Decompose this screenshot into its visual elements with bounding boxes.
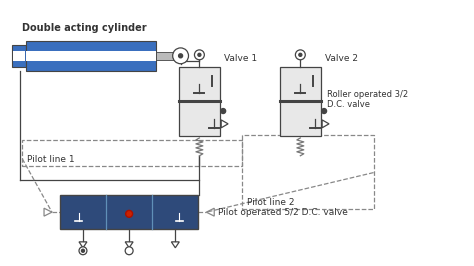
- Circle shape: [194, 50, 204, 60]
- Bar: [280, 67, 321, 101]
- Bar: [179, 101, 220, 136]
- Bar: [26, 51, 156, 61]
- Circle shape: [295, 50, 305, 60]
- Circle shape: [82, 249, 84, 252]
- Circle shape: [299, 53, 302, 56]
- Bar: [60, 195, 199, 229]
- Bar: [26, 41, 156, 71]
- Text: Valve 2: Valve 2: [325, 54, 358, 63]
- Text: Double acting cylinder: Double acting cylinder: [22, 23, 147, 33]
- Bar: [22, 140, 242, 166]
- Circle shape: [173, 48, 189, 64]
- Circle shape: [198, 53, 201, 56]
- Text: Pilot line 1: Pilot line 1: [27, 155, 75, 164]
- Text: Pilot operated 5/2 D.C. valve: Pilot operated 5/2 D.C. valve: [218, 208, 348, 217]
- Circle shape: [125, 247, 133, 255]
- Circle shape: [221, 109, 226, 114]
- Text: Pilot line 2: Pilot line 2: [247, 198, 294, 207]
- Bar: [156, 52, 181, 60]
- Bar: [280, 101, 321, 136]
- Circle shape: [179, 54, 182, 58]
- Bar: [12, 45, 26, 67]
- Text: Roller operated 3/2
D.C. valve: Roller operated 3/2 D.C. valve: [327, 90, 408, 109]
- Text: Valve 1: Valve 1: [224, 54, 257, 63]
- Circle shape: [126, 210, 133, 217]
- Bar: [242, 135, 374, 209]
- Bar: [13, 51, 25, 61]
- Bar: [179, 67, 220, 101]
- Circle shape: [321, 109, 327, 114]
- Circle shape: [79, 247, 87, 255]
